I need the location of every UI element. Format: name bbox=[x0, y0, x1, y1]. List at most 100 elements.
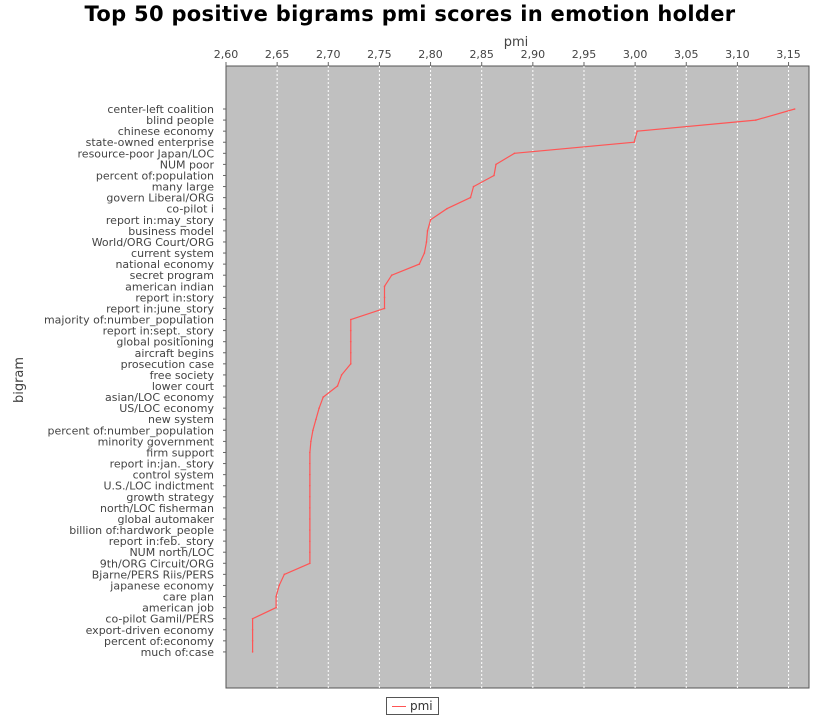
data-point bbox=[755, 119, 757, 121]
data-point bbox=[340, 374, 343, 376]
data-point bbox=[275, 606, 277, 609]
y-tick-label: state-owned enterprise bbox=[86, 136, 215, 149]
y-tick-label: World/ORG Court/ORG bbox=[92, 236, 214, 249]
legend-swatch-pmi bbox=[392, 705, 406, 707]
data-point bbox=[309, 540, 311, 542]
series-line-pmi bbox=[252, 108, 795, 652]
x-tick-label: 2,85 bbox=[469, 48, 494, 61]
y-tick-label: co-pilot i bbox=[166, 203, 214, 216]
x-tick-label: 2,60 bbox=[214, 48, 239, 61]
data-point bbox=[309, 562, 311, 565]
y-tick-label: Bjarne/PERS Riis/PERS bbox=[92, 568, 214, 581]
y-tick-label: prosecution case bbox=[121, 358, 215, 371]
y-tick-label: U.S./LOC indictment bbox=[104, 480, 215, 493]
y-tick-label: american indian bbox=[125, 280, 214, 293]
x-tick-label: 3,05 bbox=[674, 48, 699, 61]
data-point bbox=[390, 274, 393, 277]
data-point bbox=[793, 108, 796, 110]
x-tick-label: 2,75 bbox=[367, 48, 392, 61]
data-point bbox=[309, 462, 311, 465]
y-tick-label: many large bbox=[152, 181, 215, 194]
y-tick-label: percent of:population bbox=[96, 169, 214, 182]
y-tick-label: report in:feb._story bbox=[109, 535, 215, 548]
y-tick-label: firm support bbox=[146, 446, 214, 459]
x-tick-label: 2,70 bbox=[316, 48, 341, 61]
y-tick-label: global positioning bbox=[116, 336, 214, 349]
y-tick-label: blind people bbox=[146, 114, 214, 127]
data-point bbox=[349, 363, 352, 365]
y-tick-label: percent of:economy bbox=[104, 635, 215, 648]
data-point bbox=[309, 484, 311, 487]
data-point bbox=[425, 241, 428, 243]
data-point bbox=[423, 252, 426, 254]
y-tick-label: report in:may_story bbox=[106, 214, 215, 227]
data-point bbox=[469, 196, 472, 199]
y-tick-label: new system bbox=[148, 413, 214, 426]
y-tick-label: business model bbox=[128, 225, 214, 238]
y-tick-label: much of:case bbox=[141, 646, 215, 659]
data-point bbox=[336, 385, 339, 387]
data-point bbox=[251, 617, 254, 620]
data-point bbox=[349, 340, 352, 343]
data-point bbox=[493, 174, 495, 177]
data-point bbox=[636, 130, 638, 132]
data-point bbox=[418, 263, 421, 265]
data-point bbox=[426, 230, 429, 232]
data-point bbox=[251, 628, 254, 631]
data-point bbox=[283, 573, 286, 576]
y-tick-label: report in:june_story bbox=[106, 302, 214, 315]
x-tick-label: 3,15 bbox=[776, 48, 801, 61]
data-point bbox=[383, 285, 386, 288]
plot-area bbox=[225, 65, 810, 689]
data-point bbox=[309, 496, 311, 498]
x-tick-label: 2,80 bbox=[418, 48, 443, 61]
data-point bbox=[251, 640, 254, 642]
y-tick-label: export-driven economy bbox=[86, 624, 215, 637]
y-tick-label: global automaker bbox=[117, 513, 214, 526]
data-point bbox=[495, 163, 497, 166]
legend: pmi bbox=[386, 697, 439, 715]
y-tick-label: center-left coalition bbox=[107, 103, 214, 116]
y-tick-label: report in:sept._story bbox=[103, 325, 215, 338]
x-tick-label: 3,00 bbox=[623, 48, 648, 61]
y-tick-label: report in:jan._story bbox=[110, 458, 215, 471]
y-tick-label: secret program bbox=[130, 269, 214, 282]
data-point bbox=[315, 418, 317, 421]
data-point bbox=[429, 219, 432, 221]
data-point bbox=[349, 329, 352, 332]
data-point bbox=[309, 518, 311, 520]
y-tick-label: current system bbox=[131, 247, 214, 260]
x-axis-ticks: 2,60 2,65 2,70 2,75 2,80 2,85 2,90 2,95 3,00 3,05… bbox=[214, 48, 801, 66]
y-tick-label: percent of:number_population bbox=[47, 424, 214, 437]
data-point bbox=[275, 595, 277, 598]
y-tick-label: govern Liberal/ORG bbox=[106, 192, 214, 205]
x-tick-label: 2,95 bbox=[572, 48, 597, 61]
data-point bbox=[309, 473, 311, 476]
x-tick-label: 3,10 bbox=[725, 48, 750, 61]
data-point bbox=[251, 651, 254, 653]
y-axis-label: bigram bbox=[12, 357, 27, 403]
data-point bbox=[349, 351, 352, 354]
data-point bbox=[322, 396, 324, 398]
y-tick-label: growth strategy bbox=[126, 491, 214, 504]
y-tick-label: chinese economy bbox=[118, 125, 215, 138]
data-point bbox=[278, 584, 280, 587]
y-tick-label: control system bbox=[133, 469, 214, 482]
y-tick-label: majority of:number_population bbox=[44, 314, 214, 327]
y-tick-label: US/LOC economy bbox=[119, 402, 214, 415]
data-point bbox=[513, 152, 516, 155]
x-axis-label: pmi bbox=[504, 35, 529, 50]
y-tick-label: co-pilot Gamil/PERS bbox=[105, 613, 214, 626]
data-point bbox=[309, 551, 311, 553]
y-tick-label: care plan bbox=[163, 591, 214, 604]
x-tick-label: 2,90 bbox=[521, 48, 546, 61]
y-tick-label: resource-poor Japan/LOC bbox=[78, 147, 215, 160]
y-tick-label: NUM north/LOC bbox=[129, 546, 214, 559]
legend-label-pmi: pmi bbox=[410, 699, 433, 713]
data-point bbox=[310, 440, 312, 443]
y-tick-label: national economy bbox=[115, 258, 214, 271]
chart-title: Top 50 positive bigrams pmi scores in em… bbox=[84, 2, 736, 26]
data-point bbox=[309, 529, 311, 531]
